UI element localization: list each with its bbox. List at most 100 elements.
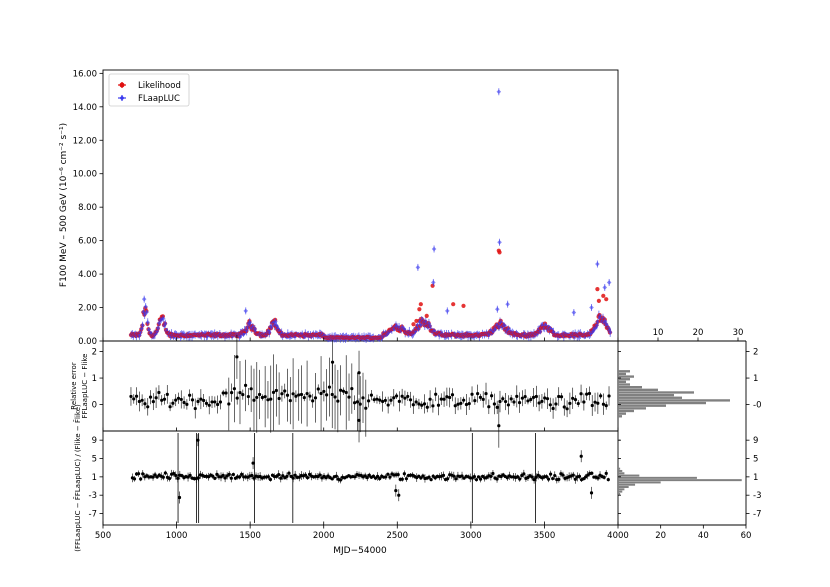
relative-error-point: [137, 399, 141, 404]
relative-error-point: [274, 388, 278, 393]
hist-relative-error-bar: [618, 386, 642, 389]
main-y-tick-label: 14.00: [73, 103, 97, 113]
relative-error-point: [316, 387, 320, 391]
normalized-difference-point: [404, 477, 409, 481]
relative-error-point: [459, 401, 463, 405]
main-y-tick-label: 2.00: [78, 304, 97, 314]
relative-error-point: [266, 398, 270, 402]
normalized-difference-point: [421, 474, 425, 478]
normalized-difference-point: [141, 472, 145, 476]
normalized-difference-point: [551, 476, 555, 481]
relative-error-point: [372, 398, 376, 402]
flaapluc-point: [140, 322, 145, 328]
normalized-difference-point: [589, 491, 594, 495]
relative-error-point: [476, 392, 480, 396]
normalized-difference-point: [581, 477, 586, 481]
normalized-difference-point: [338, 478, 343, 482]
relative-error-point: [498, 399, 502, 404]
likelihood-point: [411, 322, 416, 327]
normalized-difference-point: [489, 474, 493, 478]
hist-relative-error-x-tick-label: 30: [733, 328, 744, 338]
normalized-difference-point: [544, 474, 549, 479]
hist-normalized-difference-bar: [618, 481, 661, 484]
normalized-difference-point: [196, 438, 200, 442]
relative-error-point: [403, 396, 407, 400]
relative-error-point: [174, 398, 178, 402]
normalized-difference-point: [505, 476, 509, 480]
relative-error-point: [517, 400, 522, 405]
normalized-difference-point: [365, 476, 369, 480]
relative-error-point: [400, 394, 404, 398]
relative-error-point: [353, 401, 357, 405]
normalized-difference-point: [367, 473, 371, 477]
relative-error-point: [257, 392, 262, 397]
relative-error-point: [171, 401, 175, 405]
flaapluc-point: [250, 324, 256, 330]
flaapluc-point: [273, 319, 278, 324]
relative-error-point: [445, 395, 449, 399]
hist-normalized-difference-x-tick-label: 20: [655, 531, 666, 541]
relative-error-point: [425, 405, 429, 409]
normalized-difference-point: [472, 474, 476, 479]
normalized-difference-point: [229, 476, 233, 480]
relative-error-label-top: Relative error: [70, 362, 78, 410]
relative-error-point: [596, 401, 600, 405]
flaapluc-point: [423, 319, 429, 324]
relative-error-point: [537, 401, 541, 405]
relative-error-point: [543, 396, 547, 400]
normalized-difference-point: [530, 475, 534, 479]
relative-error-point: [548, 403, 552, 407]
relative-error-point: [462, 398, 466, 402]
normalized-difference-point: [285, 474, 289, 478]
flaapluc-point: [138, 329, 143, 335]
normalized-difference-point: [516, 475, 520, 479]
flaapluc-point: [495, 306, 500, 312]
relative-error-point: [495, 405, 499, 409]
relative-error-point: [322, 389, 326, 394]
hist-relative-error-bars: [618, 370, 730, 418]
flaapluc-point: [243, 308, 249, 314]
relative-error-point: [601, 402, 606, 406]
relative-error-point: [492, 402, 496, 406]
relative-error-point: [344, 390, 348, 395]
relative-error-point: [431, 404, 435, 408]
flaapluc-point: [497, 240, 502, 245]
flaapluc-point: [271, 319, 276, 325]
normalized-difference-point: [139, 477, 143, 481]
hist-relative-error-ticks: 10 20 30 -0 1 2: [618, 328, 761, 411]
normalized-difference-point: [441, 473, 446, 477]
relative-error-point: [176, 396, 181, 400]
hist-relative-error-bar: [618, 396, 682, 399]
relative-error-point: [221, 391, 225, 395]
normalized-difference-point: [180, 474, 184, 478]
relative-error-y-tick-label: 2: [92, 348, 97, 358]
relative-error-point: [347, 395, 351, 399]
flaapluc-point: [591, 327, 597, 333]
flaapluc-point: [155, 325, 161, 331]
flaapluc-point: [245, 325, 250, 330]
normalized-difference-point: [602, 475, 606, 479]
relative-error-point: [380, 399, 385, 404]
relative-error-point: [235, 355, 239, 359]
flaapluc-point: [413, 328, 418, 334]
flaapluc-point: [247, 319, 253, 325]
relative-error-point: [534, 394, 538, 399]
flaapluc-point: [252, 326, 258, 332]
relative-error-point: [230, 390, 234, 395]
relative-error-point: [202, 398, 206, 403]
relative-error-point: [406, 394, 410, 399]
relative-error-point: [165, 392, 169, 396]
hist-relative-error-bar: [618, 415, 622, 418]
relative-error-point: [285, 393, 290, 397]
normalized-difference-point: [251, 461, 255, 465]
flaapluc-point: [143, 304, 148, 310]
normalized-difference-point: [167, 476, 172, 481]
relative-error-point: [414, 400, 418, 404]
relative-error-point: [397, 399, 401, 403]
flaapluc-point: [505, 301, 510, 307]
hist-relative-error-bar: [618, 401, 706, 405]
hist-normalized-difference-y-tick-label: 5: [753, 455, 758, 465]
flaapluc-point: [539, 322, 545, 328]
relative-error-point: [484, 391, 488, 396]
normalized-difference-point: [223, 476, 227, 480]
